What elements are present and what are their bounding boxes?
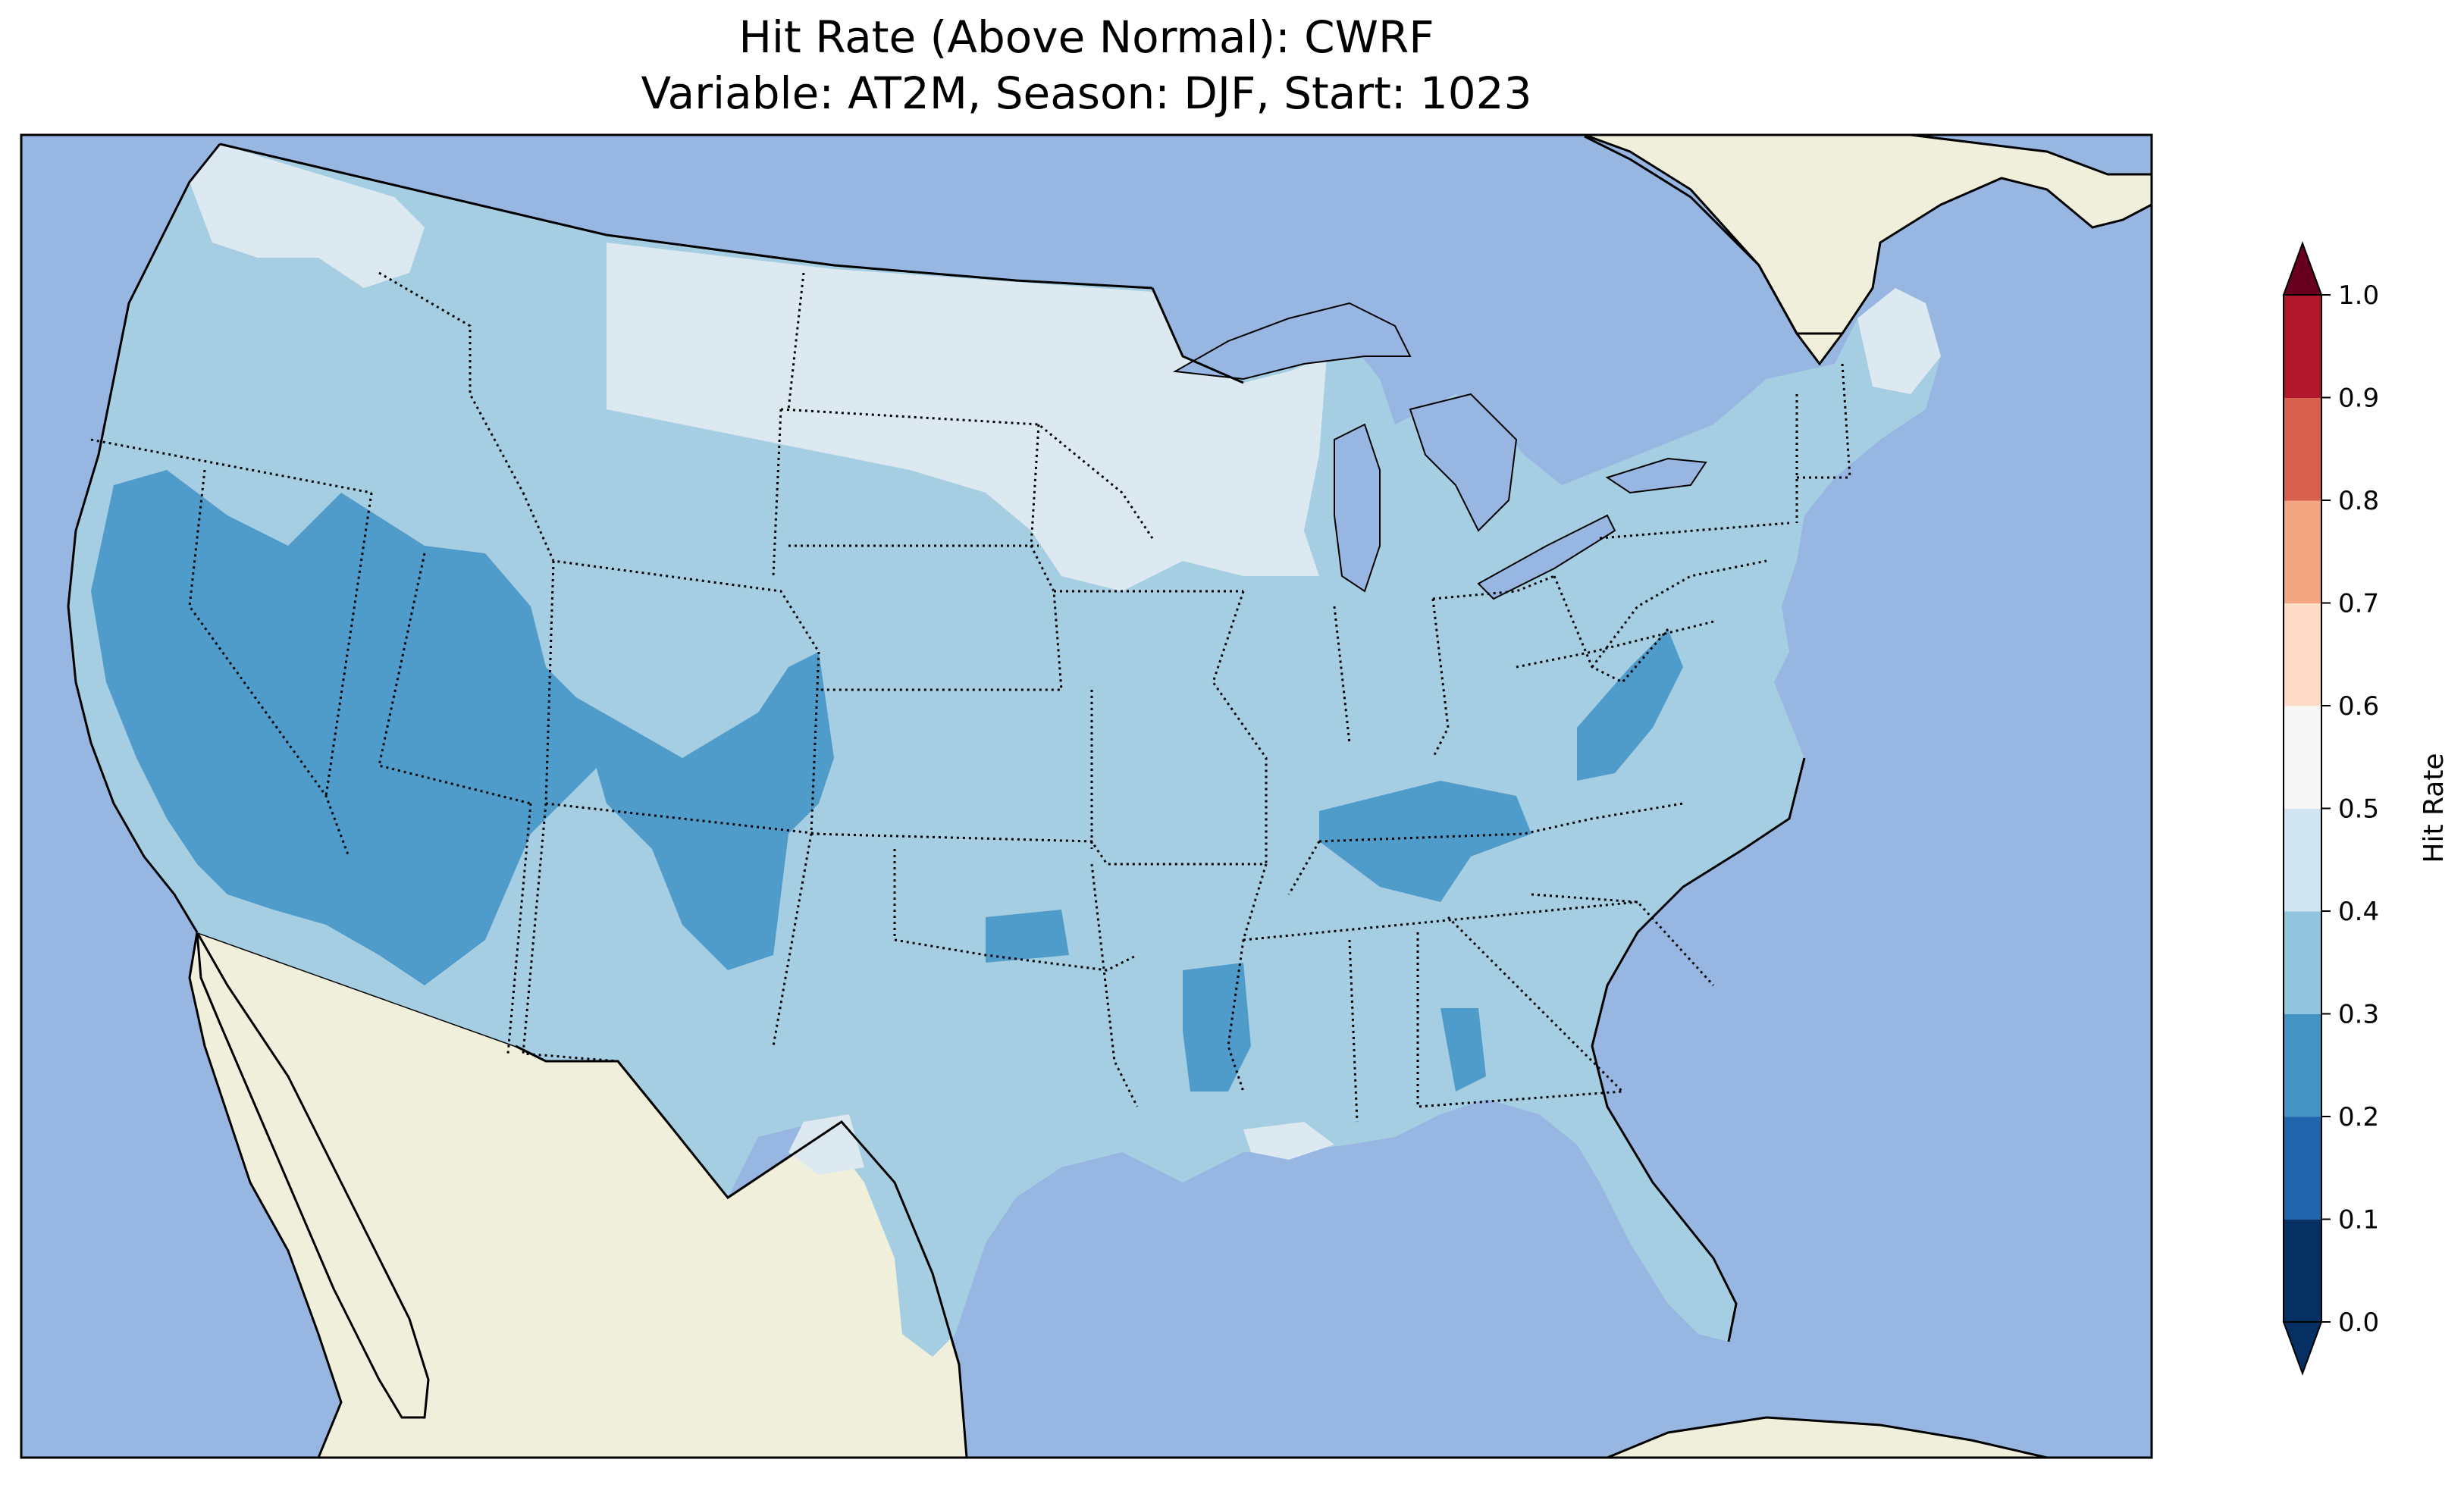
colorbar-band-0.3 [2284,911,2321,1014]
lake-superior [1172,302,1412,381]
region-colorado-new-mexico-0.2-0.3 [576,652,834,970]
lake-ontario [1605,457,1707,494]
colorbar-extend-min [2282,1321,2323,1376]
colorbar-tick-label: 0.9 [2338,384,2379,414]
region-southwest-texas-0.4-0.5 [788,1114,864,1175]
colorbar-tick-label: 0.1 [2338,1205,2379,1236]
colorbar-tick-label: 0.2 [2338,1102,2379,1132]
colorbar-tick-label: 1.0 [2338,280,2379,311]
colorbar-band-0.8 [2284,397,2321,501]
colorbar-band-0.0 [2284,1219,2321,1323]
map-title-line1: Hit Rate (Above Normal): CWRF [738,11,1434,63]
colorbar-tick-label: 0.8 [2338,486,2379,516]
country-boundaries [67,135,1842,1365]
lake-erie [1477,514,1616,600]
region-alabama-0.2-0.3 [1440,1008,1486,1092]
state-boundaries [90,271,1851,1123]
region-southwest-0.2-0.3 [91,470,607,985]
colorbar-tick-label: 0.7 [2338,589,2379,619]
colorbar-band-0.5 [2284,706,2321,809]
colorbar-band-0.4 [2284,808,2321,912]
region-pacific-northwest-0.4-0.5 [190,144,425,288]
colorbar-extend-max [2282,241,2323,296]
baja-peninsula [196,932,430,1419]
region-louisiana-coast-0.4-0.5 [1243,1122,1334,1160]
colorbar-tick-label: 0.0 [2338,1308,2379,1338]
map-title-line2: Variable: AT2M, Season: DJF, Start: 1023 [641,67,1532,119]
cuba-land [1607,1416,2048,1458]
lake-michigan [1334,423,1381,593]
map-frame [20,133,2153,1459]
region-appalachians-0.2-0.3 [1577,629,1683,781]
colorbar-tick-label: 0.4 [2338,897,2379,927]
map-panel [21,135,2152,1458]
colorbar-tick-label: 0.3 [2338,1000,2379,1030]
colorbar-band-0.9 [2284,295,2321,398]
colorbar-band-0.7 [2284,500,2321,603]
region-maine-0.4-0.5 [1857,288,1941,394]
colorbar-band-0.2 [2284,1013,2321,1117]
colorbar-tick-label: 0.6 [2338,691,2379,722]
region-tennessee-0.2-0.3 [1319,781,1531,902]
colorbar-label: Hit Rate [2419,753,2450,863]
region-northern-plains-0.4-0.5 [607,243,1327,591]
lake-huron [1409,393,1518,532]
canada-land [216,135,2152,366]
colorbar-band-0.6 [2284,603,2321,706]
colorbar: 0.0 0.1 0.2 0.3 0.4 0.5 0.6 0.7 0.8 0.9 1.0 Hit Ra… [2282,241,2450,1376]
region-lower-mississippi-0.2-0.3 [1183,963,1251,1092]
region-oklahoma-0.2-0.3 [986,910,1069,963]
colorbar-band-0.1 [2284,1117,2321,1220]
colorbar-tick-label: 0.5 [2338,794,2379,825]
